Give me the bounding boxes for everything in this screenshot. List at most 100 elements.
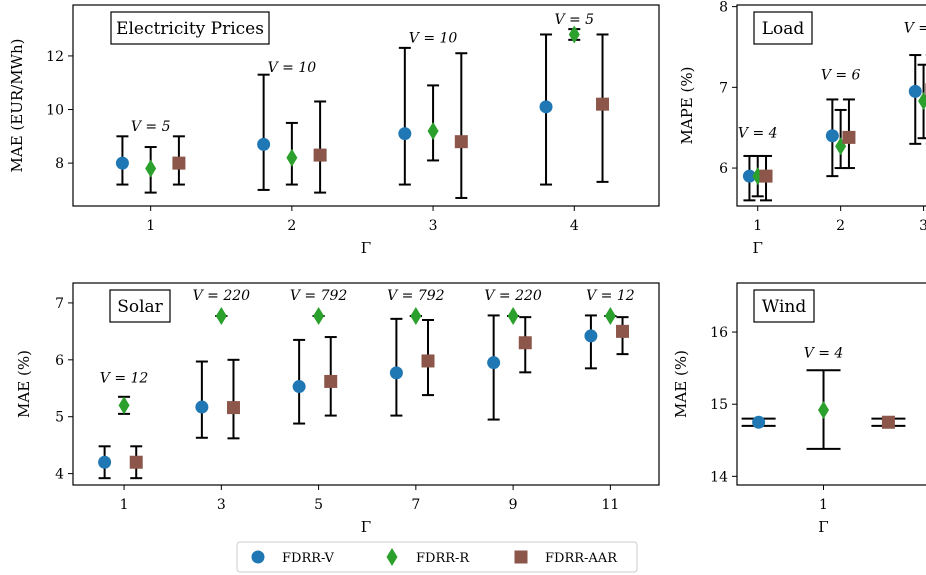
point-fdrr-r bbox=[568, 25, 580, 44]
y-tick-label: 7 bbox=[719, 80, 728, 96]
point-fdrr-v bbox=[398, 127, 412, 141]
point-fdrr-v bbox=[487, 356, 501, 370]
v-annotation: V = 6 bbox=[821, 67, 861, 83]
title-box bbox=[109, 289, 171, 323]
y-axis-label: MAE (EUR/MWh) bbox=[8, 39, 26, 173]
y-tick-label: 5 bbox=[55, 410, 64, 426]
point-fdrr-aar bbox=[518, 336, 532, 350]
x-tick-label: 5 bbox=[314, 497, 323, 513]
point-fdrr-aar bbox=[454, 135, 468, 149]
series-fdrr-v bbox=[741, 415, 776, 429]
x-tick-label: 1 bbox=[819, 497, 828, 513]
point-fdrr-v bbox=[292, 380, 306, 394]
v-annotation: V = 12 bbox=[586, 288, 635, 304]
legend-label: FDRR-R bbox=[416, 551, 470, 566]
point-fdrr-aar bbox=[759, 169, 773, 183]
x-tick-label: 2 bbox=[287, 218, 296, 234]
v-annotation: V = 10 bbox=[409, 31, 458, 47]
x-tick-label: 3 bbox=[919, 218, 926, 234]
v-annotation: V = 5 bbox=[131, 119, 171, 135]
legend-entry-fdrr-v: FDRR-V bbox=[251, 550, 334, 566]
x-tick-label: 2 bbox=[836, 218, 845, 234]
v-annotation: V = 4 bbox=[738, 125, 778, 141]
series-fdrr-v bbox=[98, 314, 598, 480]
y-axis-label: MAPE (%) bbox=[678, 67, 696, 145]
v-annotation: V = 12 bbox=[100, 371, 149, 387]
legend-marker-fdrr-r bbox=[386, 548, 398, 566]
axes-frame bbox=[736, 282, 926, 486]
x-tick-label: 3 bbox=[429, 218, 438, 234]
y-tick-label: 10 bbox=[46, 103, 64, 119]
point-fdrr-v bbox=[389, 366, 403, 380]
series-fdrr-r bbox=[806, 369, 841, 450]
y-tick-label: 15 bbox=[710, 397, 728, 413]
point-fdrr-r bbox=[313, 307, 325, 326]
legend-marker-fdrr-aar bbox=[514, 550, 528, 564]
panel-title: Wind bbox=[762, 297, 807, 317]
point-fdrr-aar bbox=[616, 324, 630, 338]
v-annotation: V = 792 bbox=[290, 288, 348, 304]
point-fdrr-aar bbox=[172, 156, 186, 170]
point-fdrr-r bbox=[918, 92, 926, 111]
y-tick-label: 8 bbox=[719, 0, 728, 16]
legend-marker-fdrr-v bbox=[251, 550, 265, 564]
x-tick-label: 7 bbox=[411, 497, 420, 513]
point-fdrr-v bbox=[825, 129, 839, 143]
point-fdrr-v bbox=[539, 100, 553, 114]
title-box bbox=[753, 11, 813, 45]
x-axis-label: Γ bbox=[753, 239, 763, 257]
y-tick-label: 6 bbox=[719, 161, 728, 177]
x-tick-label: 1 bbox=[146, 218, 155, 234]
series-fdrr-aar bbox=[172, 33, 610, 199]
x-tick-label: 3 bbox=[217, 497, 226, 513]
x-tick-label: 9 bbox=[509, 497, 518, 513]
point-fdrr-r bbox=[145, 159, 157, 178]
series-fdrr-v bbox=[115, 33, 553, 191]
v-annotation: V = 220 bbox=[193, 288, 251, 304]
panel-title: Load bbox=[762, 19, 805, 39]
point-fdrr-v bbox=[257, 137, 271, 151]
series-fdrr-aar bbox=[871, 415, 906, 429]
series-fdrr-r bbox=[751, 63, 926, 198]
panel-wind: 14 15 16 1 Γ MAE (%) V = 4 Wind bbox=[672, 282, 926, 536]
x-axis-label: Γ bbox=[361, 239, 371, 257]
panel-load: 6 7 8 1 2 3 Γ MAPE (%) V = 4 V = 6 V = 4 Load bbox=[678, 0, 926, 257]
point-fdrr-aar bbox=[313, 148, 327, 162]
legend-label: FDRR-V bbox=[282, 551, 334, 566]
point-fdrr-aar bbox=[324, 374, 338, 388]
point-fdrr-aar bbox=[842, 130, 856, 144]
point-fdrr-v bbox=[742, 169, 756, 183]
x-axis-label: Γ bbox=[818, 518, 828, 536]
point-fdrr-v bbox=[908, 84, 922, 98]
y-tick-label: 12 bbox=[46, 49, 64, 65]
point-fdrr-r bbox=[507, 307, 519, 326]
legend: FDRR-V FDRR-R FDRR-AAR bbox=[236, 541, 638, 573]
legend-entry-fdrr-aar: FDRR-AAR bbox=[514, 550, 618, 566]
point-fdrr-v bbox=[98, 455, 112, 469]
x-tick-label: 4 bbox=[570, 218, 579, 234]
point-fdrr-r bbox=[818, 400, 830, 419]
legend-label: FDRR-AAR bbox=[545, 551, 618, 566]
series-fdrr-aar bbox=[129, 316, 630, 480]
point-fdrr-aar bbox=[421, 354, 435, 368]
point-fdrr-v bbox=[115, 156, 129, 170]
point-fdrr-r bbox=[604, 307, 616, 326]
point-fdrr-aar bbox=[129, 455, 143, 469]
legend-frame bbox=[236, 541, 638, 573]
axes-frame bbox=[736, 4, 926, 207]
v-annotation: V = 5 bbox=[554, 12, 594, 28]
series-fdrr-r bbox=[118, 307, 617, 415]
series-fdrr-v bbox=[742, 54, 922, 202]
y-axis-label: MAE (%) bbox=[15, 350, 33, 418]
title-box bbox=[110, 11, 270, 45]
v-annotation: V = 10 bbox=[268, 60, 317, 76]
series-fdrr-aar bbox=[759, 54, 926, 202]
point-fdrr-aar bbox=[596, 97, 610, 111]
title-box bbox=[753, 289, 815, 323]
y-axis-label: MAE (%) bbox=[672, 350, 690, 418]
point-fdrr-r bbox=[286, 148, 298, 167]
y-tick-label: 8 bbox=[55, 156, 64, 172]
v-annotation: V = 4 bbox=[804, 345, 844, 361]
